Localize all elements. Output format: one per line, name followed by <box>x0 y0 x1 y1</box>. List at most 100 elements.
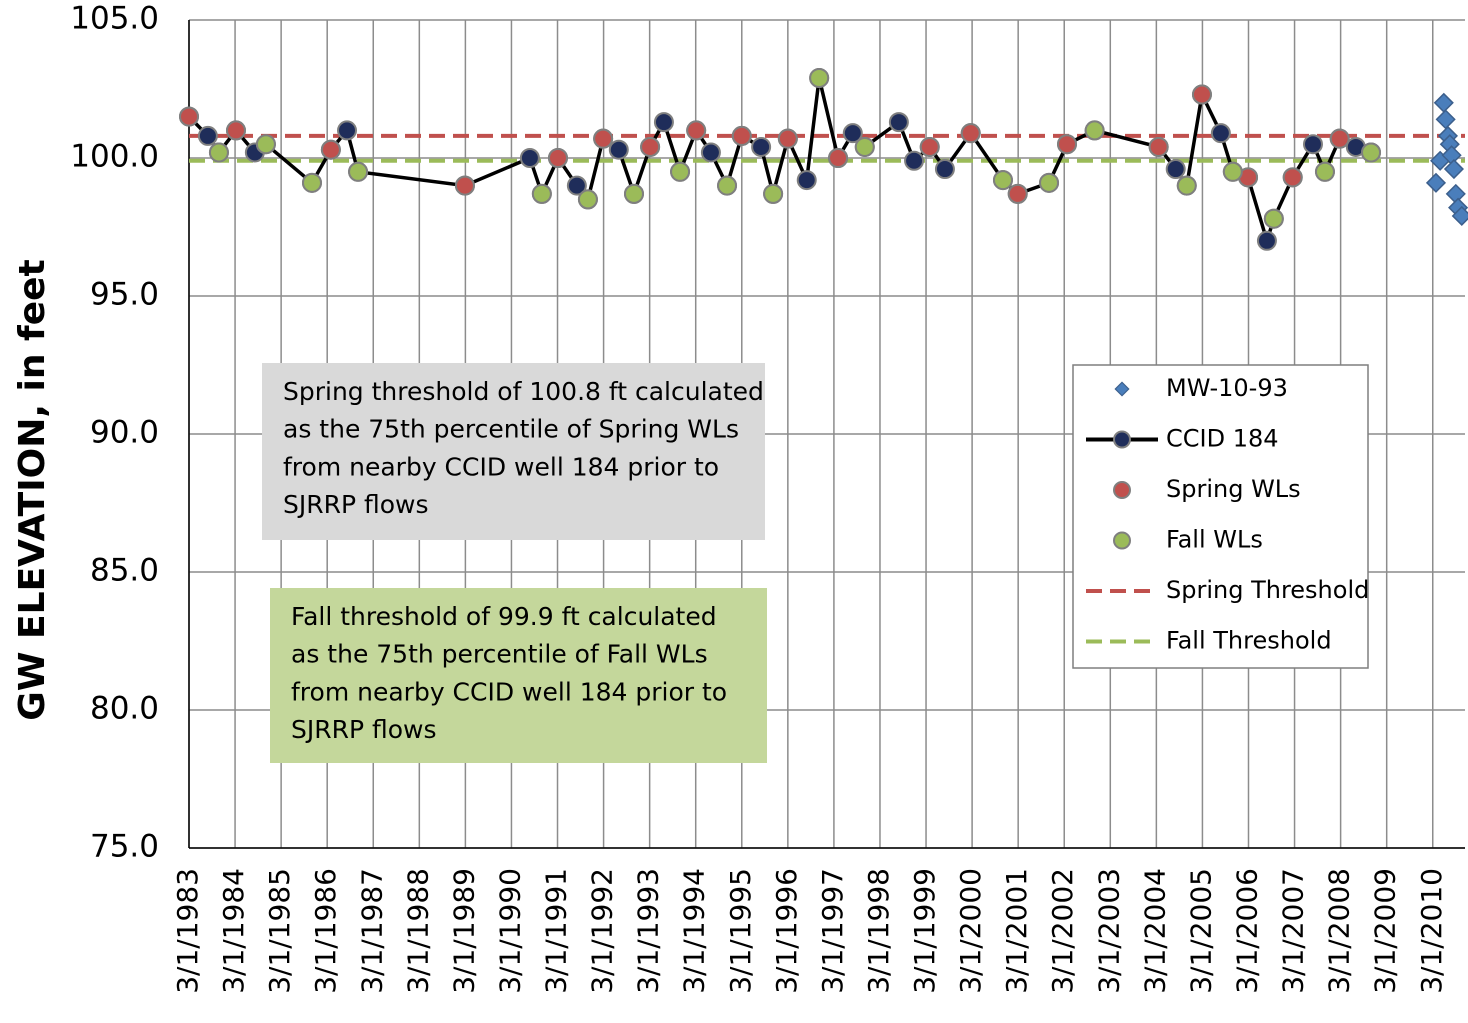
circle-marker <box>686 120 707 141</box>
circle-marker <box>1176 175 1197 196</box>
annotation-text: from nearby CCID well 184 prior to <box>291 677 727 706</box>
circle-marker <box>1222 161 1243 182</box>
legend-box <box>1072 364 1369 669</box>
circle-marker <box>777 128 798 149</box>
diamond-marker <box>1435 109 1456 130</box>
circle-marker <box>1263 208 1284 229</box>
circle-marker <box>225 120 246 141</box>
diamond-marker <box>1114 381 1130 397</box>
annotation-text: from nearby CCID well 184 prior to <box>283 452 719 481</box>
y-tick-label: 80.0 <box>90 691 159 727</box>
annotation-text: Fall threshold of 99.9 ft calculated <box>291 602 717 631</box>
x-tick-label: 3/1/2009 <box>1369 868 1402 994</box>
circle-marker <box>547 148 568 168</box>
circle-marker <box>1113 430 1131 449</box>
x-tick-label: 3/1/1991 <box>540 868 573 994</box>
x-tick-label: 3/1/1997 <box>816 868 849 994</box>
circle-marker <box>197 125 218 146</box>
x-tick-label: 3/1/1985 <box>263 868 296 994</box>
circle-marker <box>1329 128 1350 149</box>
legend-label: Spring WLs <box>1166 475 1301 503</box>
circle-marker <box>454 175 475 196</box>
circle-marker <box>1148 136 1169 157</box>
circle-marker <box>809 67 830 88</box>
x-tick-label: 3/1/1983 <box>171 868 204 994</box>
circle-marker <box>904 150 925 171</box>
circle-marker <box>1314 161 1335 182</box>
y-tick-label: 90.0 <box>90 415 159 451</box>
circle-marker <box>670 161 691 182</box>
circle-marker <box>934 159 955 180</box>
annotation-text: Spring threshold of 100.8 ft calculated <box>283 377 764 406</box>
circle-marker <box>531 183 552 204</box>
circle-marker <box>255 134 276 155</box>
y-tick-label: 95.0 <box>90 277 159 313</box>
circle-marker <box>640 136 661 157</box>
circle-marker <box>208 142 229 163</box>
x-tick-label: 3/1/2003 <box>1092 868 1125 994</box>
circle-marker <box>960 123 981 144</box>
x-tick-label: 3/1/2010 <box>1415 868 1448 994</box>
y-tick-label: 75.0 <box>90 829 159 865</box>
legend-label: Spring Threshold <box>1166 576 1369 604</box>
x-tick-label: 3/1/1999 <box>908 868 941 994</box>
circle-marker <box>1113 531 1131 550</box>
x-tick-label: 3/1/1984 <box>217 868 250 994</box>
x-tick-label: 3/1/1998 <box>862 868 895 994</box>
x-tick-label: 3/1/2006 <box>1230 868 1263 994</box>
circle-marker <box>1007 183 1028 204</box>
circle-marker <box>1056 134 1077 155</box>
circle-marker <box>608 139 629 160</box>
circle-marker <box>1039 172 1060 193</box>
circle-marker <box>320 139 341 160</box>
legend-label: CCID 184 <box>1166 425 1279 453</box>
x-tick-label: 3/1/1992 <box>586 868 619 994</box>
x-tick-label: 3/1/2005 <box>1184 868 1217 994</box>
x-tick-label: 3/1/1990 <box>493 868 526 994</box>
annotation-box <box>270 588 767 763</box>
x-tick-label: 3/1/2000 <box>954 868 987 994</box>
x-tick-label: 3/1/2002 <box>1046 868 1079 994</box>
y-tick-label: 105.0 <box>70 1 159 37</box>
circle-marker <box>1084 120 1105 141</box>
annotation-text: SJRRP flows <box>291 715 437 744</box>
annotation-text: as the 75th percentile of Spring WLs <box>283 415 739 444</box>
circle-marker <box>992 170 1013 191</box>
circle-marker <box>1302 134 1323 155</box>
x-tick-label: 3/1/1993 <box>632 868 665 994</box>
x-tick-label: 3/1/1986 <box>309 868 342 994</box>
circle-marker <box>796 170 817 191</box>
diamond-marker <box>1443 158 1465 180</box>
circle-marker <box>731 125 752 146</box>
circle-marker <box>1165 159 1186 180</box>
y-axis-title: GW ELEVATION, in feet <box>12 259 53 721</box>
circle-marker <box>348 161 369 182</box>
circle-marker <box>1113 481 1131 499</box>
circle-marker <box>301 172 322 193</box>
circle-marker <box>919 136 940 157</box>
circle-marker <box>519 148 540 168</box>
circle-marker <box>717 175 738 196</box>
x-tick-label: 3/1/1987 <box>355 868 388 994</box>
circle-marker <box>888 112 909 133</box>
diamond-marker <box>1425 172 1447 193</box>
annotation-text: SJRRP flows <box>283 490 429 519</box>
circle-marker <box>1191 84 1212 105</box>
annotation-box <box>262 363 765 540</box>
circle-marker <box>337 120 358 141</box>
circle-marker <box>179 106 199 127</box>
x-tick-label: 3/1/1989 <box>447 868 480 994</box>
x-tick-label: 3/1/2004 <box>1138 868 1171 994</box>
x-tick-label: 3/1/2001 <box>1000 868 1033 994</box>
circle-marker <box>623 183 644 204</box>
y-tick-label: 100.0 <box>70 139 159 175</box>
circle-marker <box>566 175 587 196</box>
circle-marker <box>854 136 875 157</box>
circle-marker <box>593 128 614 149</box>
diamond-marker <box>1433 92 1454 113</box>
circle-marker <box>763 183 784 204</box>
circle-marker <box>842 123 863 144</box>
y-tick-label: 85.0 <box>90 553 159 589</box>
legend-label: MW-10-93 <box>1166 374 1288 402</box>
